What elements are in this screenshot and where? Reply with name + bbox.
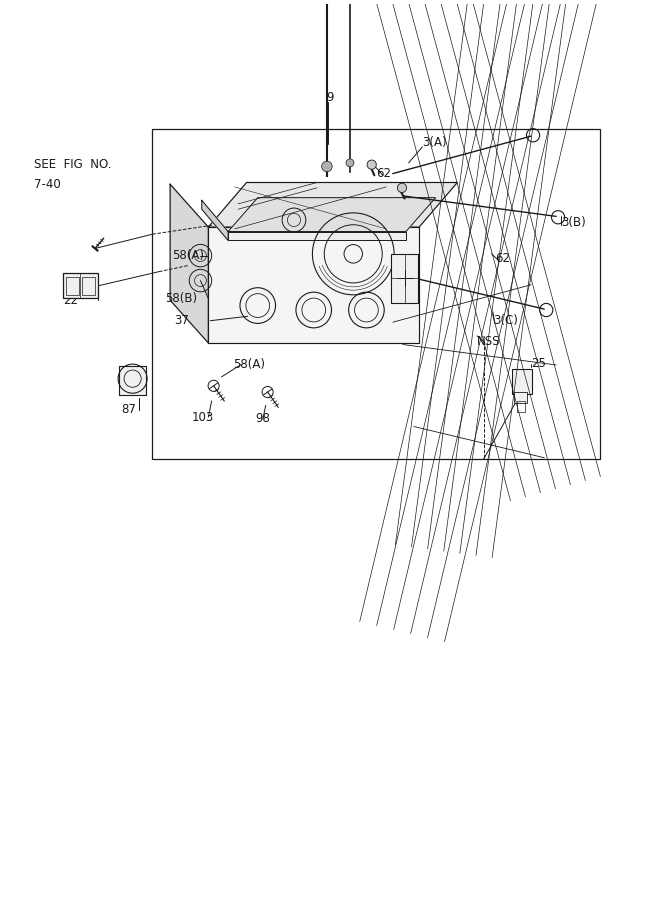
Text: 87: 87 [121,403,136,417]
Bar [152,129,600,459]
Bar [392,254,418,303]
Text: 7-40: 7-40 [34,178,61,191]
Circle shape [398,184,407,193]
Text: 3(C): 3(C) [493,314,518,328]
Circle shape [321,161,332,172]
Polygon shape [228,198,436,231]
Text: 3(B): 3(B) [561,216,586,230]
Text: 25: 25 [531,357,546,370]
Text: 103: 103 [192,410,214,424]
Polygon shape [201,201,228,240]
Bar [208,227,419,343]
Text: 62: 62 [495,252,510,265]
Text: 62: 62 [376,167,392,180]
Bar [228,231,406,240]
Bar [119,366,146,395]
Text: 3(A): 3(A) [422,136,447,149]
Polygon shape [208,183,458,227]
Text: SEE  FIG  NO.: SEE FIG NO. [34,158,111,171]
Text: NSS: NSS [477,335,501,347]
Bar [63,274,97,299]
Text: 9: 9 [326,91,334,104]
Text: 58(B): 58(B) [165,292,197,305]
Text: 98: 98 [255,412,270,426]
Text: 22: 22 [63,293,79,307]
Bar [65,277,79,294]
Text: 37: 37 [174,314,189,328]
Text: 58(A): 58(A) [172,249,204,262]
Polygon shape [170,184,208,343]
Bar [517,401,524,411]
Circle shape [367,160,376,169]
Bar [514,392,527,402]
Bar [512,369,532,394]
Circle shape [346,159,354,166]
Text: 58(A): 58(A) [233,358,265,371]
Bar [82,277,95,294]
